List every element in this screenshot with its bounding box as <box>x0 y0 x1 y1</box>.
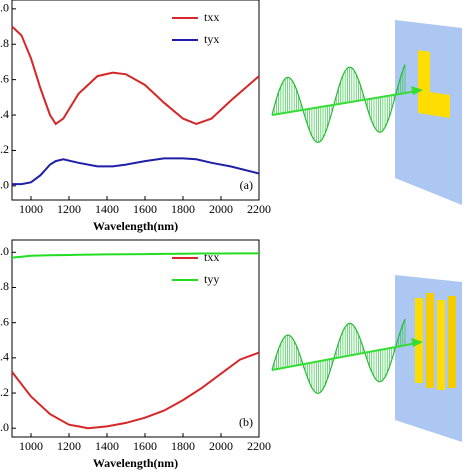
legend-label: tyy <box>204 272 219 286</box>
legend-label: txx <box>204 250 219 264</box>
arrow-head <box>411 338 423 347</box>
x-tick-label: 1800 <box>171 439 195 453</box>
y-tick-label: 0.6 <box>0 71 9 85</box>
x-tick-label: 1400 <box>95 439 119 453</box>
wave-axis <box>271 342 416 371</box>
legend-label: txx <box>204 10 219 24</box>
x-tick-label: 2000 <box>209 439 233 453</box>
wave <box>271 64 406 143</box>
bar-antenna <box>437 300 445 390</box>
y-tick-label: 0.4 <box>0 350 9 364</box>
x-tick-label: 1200 <box>57 439 81 453</box>
bar-antenna <box>426 293 434 388</box>
plot-frame <box>11 0 260 201</box>
x-tick-label: 2200 <box>247 439 271 453</box>
y-tick-label: 0.2 <box>0 385 9 399</box>
diagram-a <box>395 20 462 205</box>
y-tick-label: 1.0 <box>0 1 9 15</box>
y-tick-label: 0.2 <box>0 142 9 156</box>
bar-antenna <box>448 296 456 388</box>
y-tick-label: 0.0 <box>0 178 9 192</box>
line <box>12 157 260 186</box>
line <box>11 351 260 430</box>
x-tick-label: 1400 <box>95 202 119 216</box>
x-tick-label: 1800 <box>171 202 195 216</box>
x-axis-label: Wavelength(nm) <box>93 219 178 233</box>
x-tick-label: 1600 <box>133 202 157 216</box>
y-tick-label: 0.0 <box>0 420 9 434</box>
x-tick-label: 1600 <box>133 439 157 453</box>
wave-axis <box>271 90 416 116</box>
y-tick-label: 0.8 <box>0 279 9 293</box>
x-tick-label: 2000 <box>209 202 233 216</box>
plot-frame <box>11 239 260 438</box>
panel-label: (b) <box>239 415 253 429</box>
x-tick-label: 1000 <box>19 439 43 453</box>
bar-antenna <box>415 298 423 383</box>
x-tick-label: 2200 <box>247 202 271 216</box>
line <box>11 252 259 259</box>
l-antenna <box>418 50 450 118</box>
y-tick-label: 0.8 <box>0 36 9 50</box>
arrow-head <box>411 86 423 95</box>
x-axis-label: Wavelength(nm) <box>93 456 178 470</box>
x-tick-label: 1200 <box>57 202 81 216</box>
y-tick-label: 0.4 <box>0 107 9 121</box>
y-tick-label: 0.6 <box>0 314 9 328</box>
legend-label: tyx <box>204 32 219 46</box>
wave <box>271 318 406 394</box>
x-tick-label: 1000 <box>19 202 43 216</box>
line <box>11 25 260 126</box>
y-tick-label: 1.0 <box>0 244 9 258</box>
panel-label: (a) <box>240 178 253 192</box>
diagram-b <box>395 275 462 442</box>
